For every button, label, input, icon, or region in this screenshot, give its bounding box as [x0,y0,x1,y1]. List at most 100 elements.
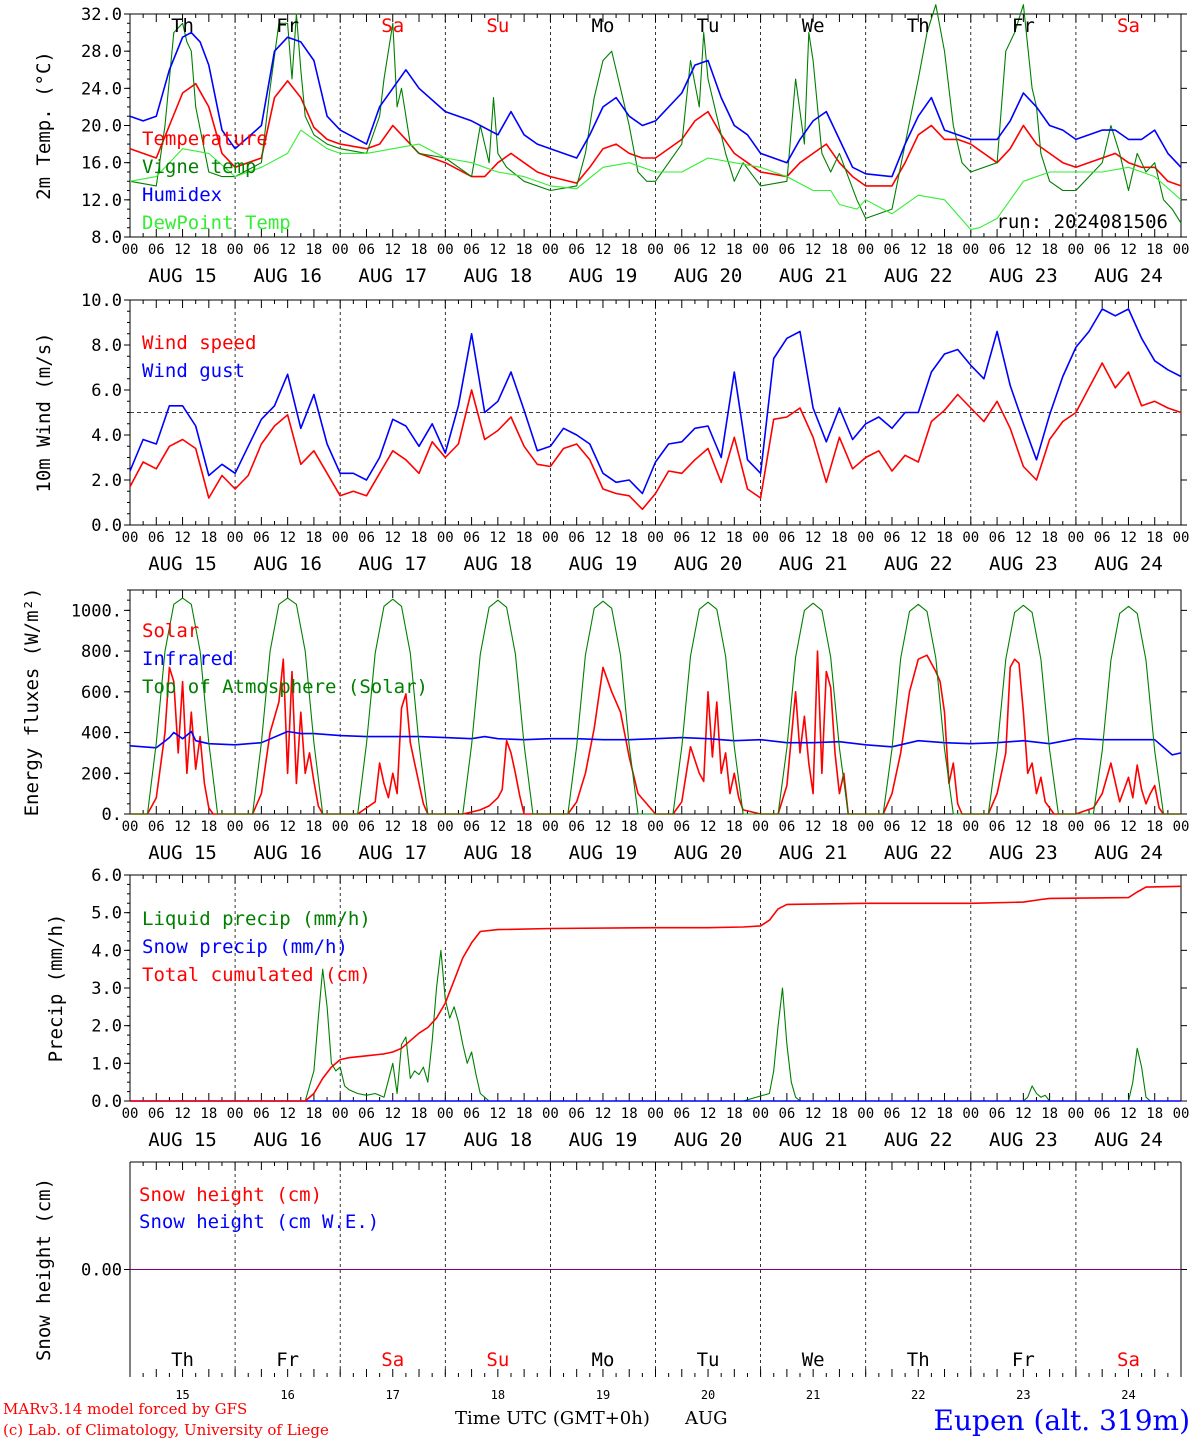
x-tick-label: 06 [568,1106,585,1122]
x-tick-label: 00 [962,530,979,546]
legend-entry: Humidex [142,184,222,206]
day-date-label: AUG 23 [989,553,1058,575]
x-tick-label: 12 [489,242,506,258]
series-line-dewpoint-temp [129,129,1182,231]
x-tick-label: 06 [1094,530,1111,546]
x-tick-label: 06 [148,242,165,258]
series-line-liquid-precip-mm-h [130,949,1181,1102]
x-tick-label: 18 [831,1106,848,1122]
x-tick-label: 12 [1015,819,1032,835]
x-tick-label: 12 [174,242,191,258]
x-tick-label: 00 [227,530,244,546]
x-tick-label: 18 [305,530,322,546]
day-number-label: 22 [911,1388,925,1402]
x-tick-label: 00 [437,819,454,835]
x-tick-label: 12 [279,819,296,835]
day-date-label: AUG 21 [779,1129,848,1151]
legend-entry: Liquid precip (mm/h) [142,908,371,930]
x-tick-label: 18 [831,242,848,258]
x-tick-label: 00 [542,530,559,546]
x-tick-label: 06 [989,530,1006,546]
y-tick-label: 5.0 [91,904,122,924]
y-tick-label: 4.0 [91,426,122,446]
day-date-label: AUG 20 [674,265,743,287]
x-tick-label: 06 [148,819,165,835]
legend-entry: Vigne temp [142,156,256,178]
x-tick-label: 06 [463,530,480,546]
x-tick-label: 18 [305,242,322,258]
day-number-label: 17 [386,1388,400,1402]
weekday-label: Sa [381,15,404,37]
y-tick-label: 16.0 [81,154,122,174]
y-tick-label: 0. [102,805,122,825]
x-tick-label: 12 [805,242,822,258]
x-tick-label: 18 [621,242,638,258]
x-tick-label: 18 [936,530,953,546]
x-tick-label: 00 [1173,242,1190,258]
x-tick-label: 00 [542,242,559,258]
x-tick-label: 06 [884,1106,901,1122]
day-date-label: AUG 15 [148,1129,217,1151]
weekday-label: Mo [592,1349,615,1371]
x-tick-label: 00 [1067,242,1084,258]
day-date-label: AUG 18 [464,1129,533,1151]
x-tick-label: 00 [647,530,664,546]
x-tick-label: 00 [332,819,349,835]
x-tick-label: 12 [700,819,717,835]
day-number-label: 21 [806,1388,820,1402]
x-tick-label: 06 [1094,819,1111,835]
x-tick-label: 18 [831,819,848,835]
x-tick-label: 06 [568,242,585,258]
series-line-temperature [129,80,1182,187]
day-date-label: AUG 15 [148,842,217,864]
x-tick-label: 12 [279,530,296,546]
day-date-label: AUG 21 [779,265,848,287]
day-date-label: AUG 20 [674,842,743,864]
station-label: Eupen (alt. 319m) [934,1404,1190,1437]
x-tick-label: 12 [595,1106,612,1122]
weekday-labels-top: Th Fr Sa Su Mo Tu We Th Fr Sa [171,15,1140,37]
day-date-label: AUG 19 [569,842,638,864]
x-tick-label: 00 [857,1106,874,1122]
x-tick-label: 00 [332,530,349,546]
x-tick-label: 12 [1120,1106,1137,1122]
panel-2: 0.0 2.0 4.0 6.0 8.0 10.0 10m Wind (m/s) Wind sp… [33,291,1189,575]
x-tick-label: 06 [463,819,480,835]
day-date-label: AUG 22 [884,842,953,864]
legend-entry: DewPoint Temp [142,212,291,234]
weekday-label: Su [486,1349,509,1371]
x-tick-label: 12 [595,530,612,546]
day-date-label: AUG 19 [569,553,638,575]
weekday-label: Tu [697,1349,720,1371]
x-tick-label: 12 [700,1106,717,1122]
x-tick-label: 00 [437,242,454,258]
day-date-label: AUG 23 [989,1129,1058,1151]
x-tick-label: 00 [647,819,664,835]
panel-3: 0. 200. 400. 600. 800. 1000. Energy fluxes (W/… [21,588,1189,864]
x-tick-label: 12 [910,819,927,835]
x-tick-label: 06 [778,819,795,835]
x-tick-label: 06 [989,1106,1006,1122]
x-tick-label: 00 [752,819,769,835]
day-date-label: AUG 21 [779,553,848,575]
day-date-label: AUG 17 [358,553,427,575]
panel-5: 0.00 Snow height (cm) Snow height (cm) Snow… [33,1161,1187,1377]
plot-frame [129,589,1182,815]
x-tick-label: 18 [200,1106,217,1122]
legend-entry: Snow precip (mm/h) [142,936,348,958]
y-axis-label: Energy fluxes (W/m²) [21,588,43,817]
y-tick-label: 1.0 [91,1054,122,1074]
day-date-label: AUG 17 [358,265,427,287]
panel-4: 0.0 1.0 2.0 3.0 4.0 5.0 6.0 Precip (mm/h) Liquid… [45,866,1189,1151]
day-date-label: AUG 16 [253,1129,322,1151]
day-date-label: AUG 18 [464,842,533,864]
y-tick-label: 0.0 [91,1092,122,1112]
x-tick-label: 00 [1067,819,1084,835]
x-tick-label: 12 [1120,242,1137,258]
x-tick-label: 06 [673,530,690,546]
x-tick-label: 12 [1015,242,1032,258]
x-tick-label: 12 [805,1106,822,1122]
legend-entry: Snow height (cm) [139,1184,322,1206]
x-tick-label: 00 [647,1106,664,1122]
